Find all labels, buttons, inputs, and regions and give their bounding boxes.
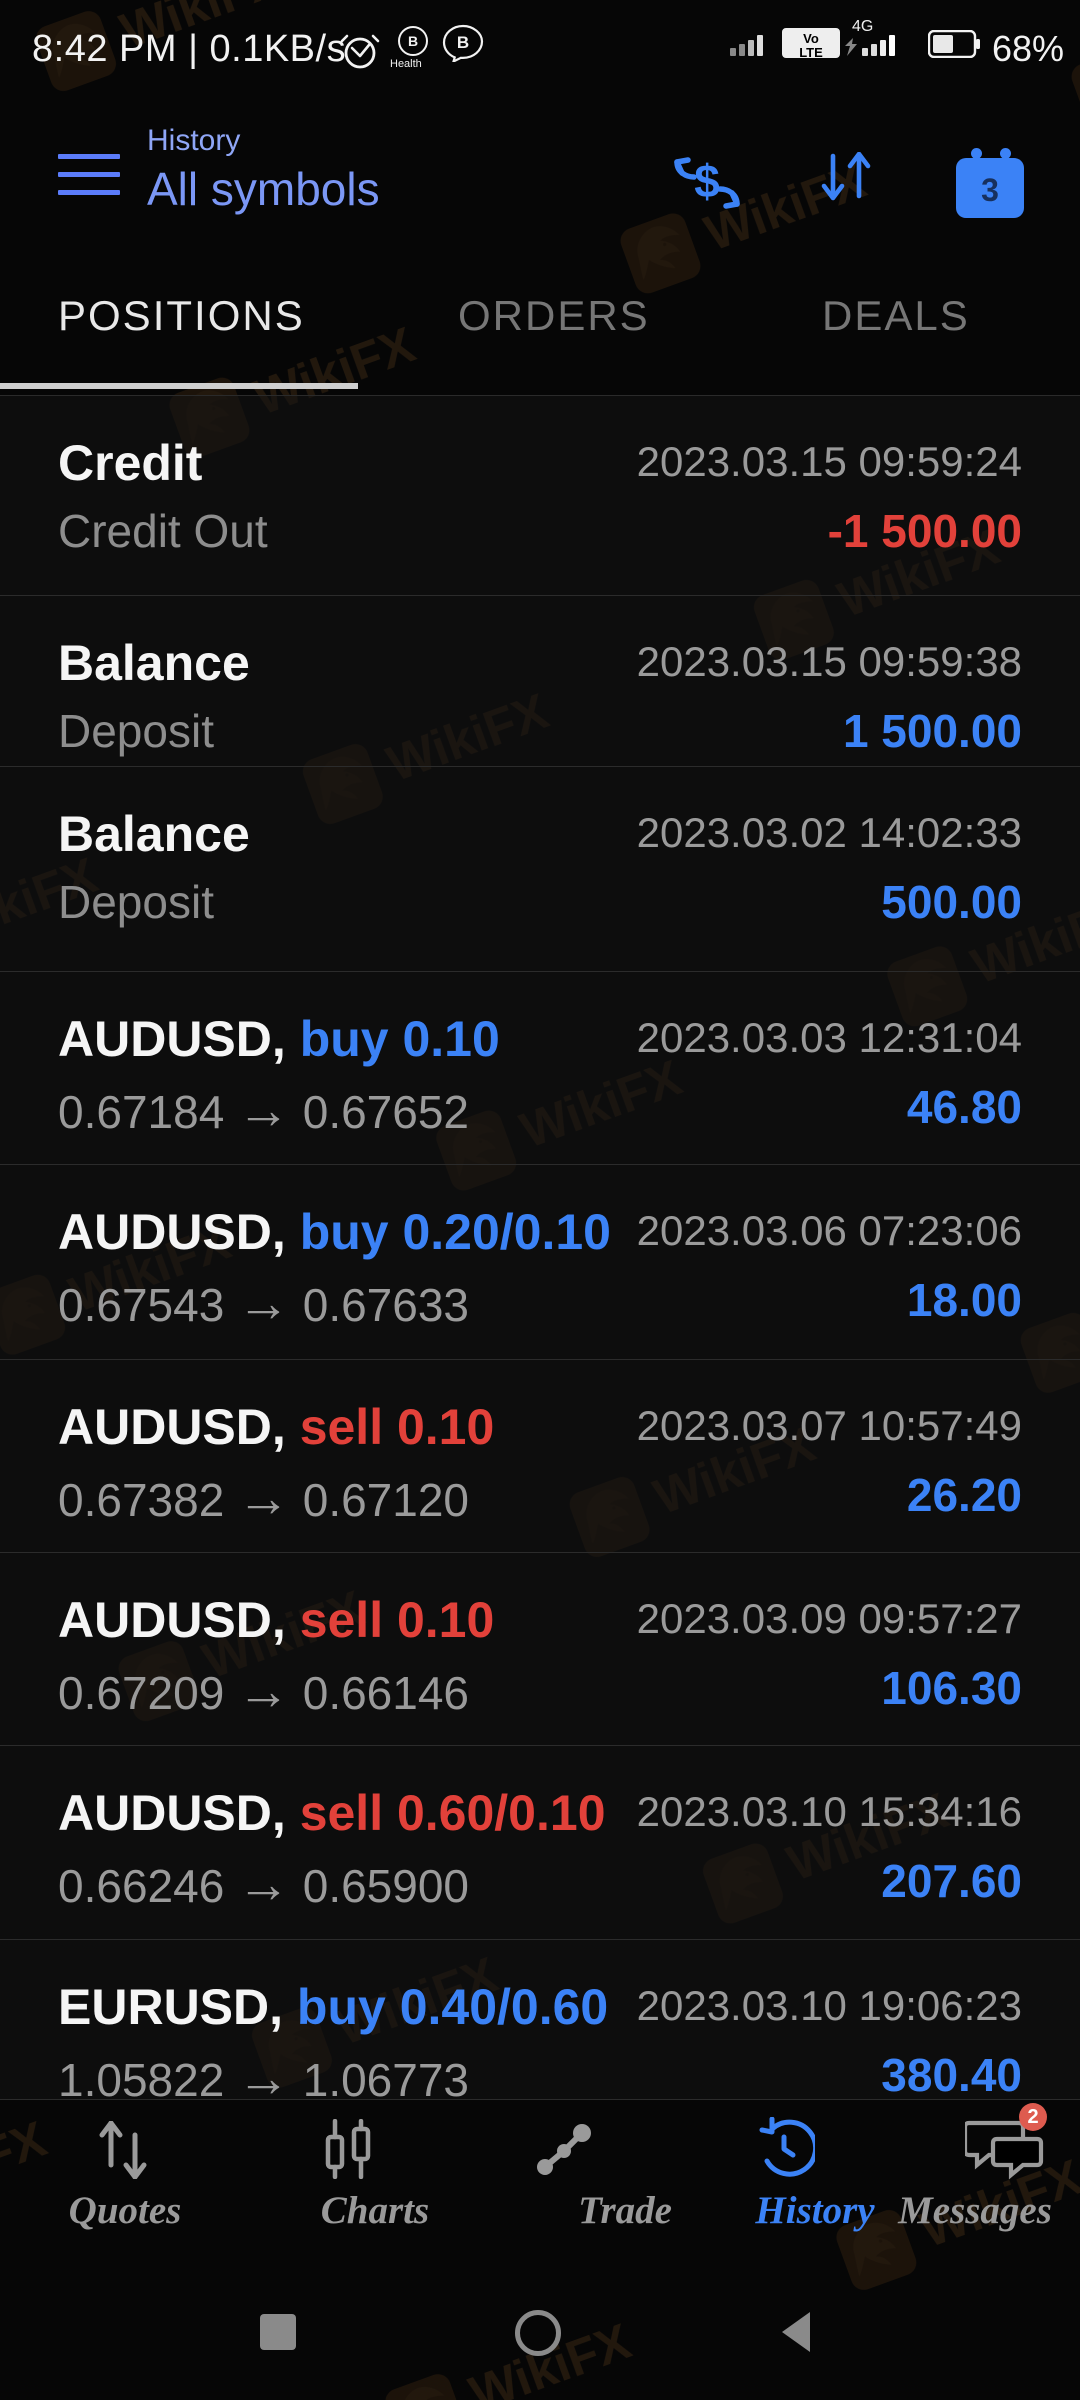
- svg-text:B: B: [457, 33, 469, 52]
- svg-text:2: 2: [1027, 2106, 1038, 2128]
- svg-text:$: $: [694, 155, 720, 207]
